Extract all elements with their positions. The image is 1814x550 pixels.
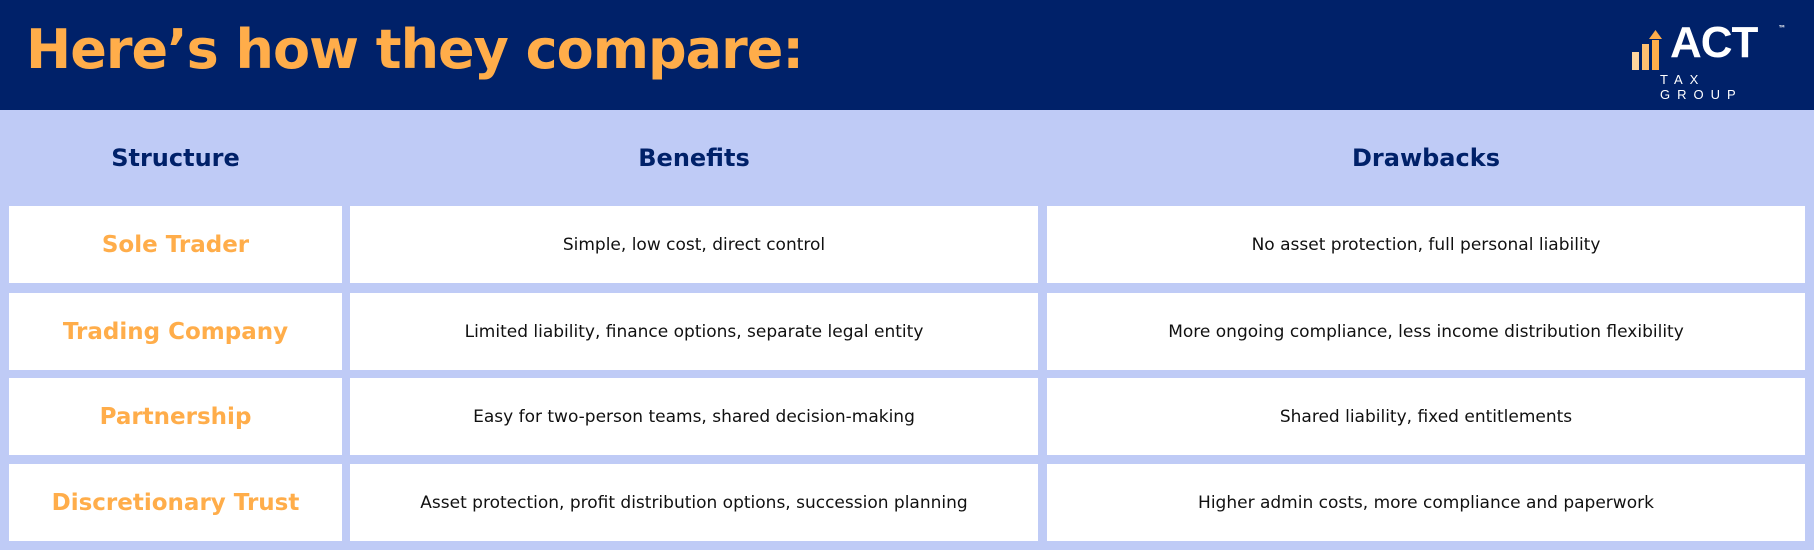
table-cell-benefits: Simple, low cost, direct control [350,206,1038,283]
act-tax-group-logo: ACT ™ TAX GROUP [1630,18,1790,102]
table-cell-drawbacks: Shared liability, fixed entitlements [1047,378,1805,455]
logo-text: ACT [1670,18,1758,67]
table-cell-structure: Sole Trader [9,206,342,283]
growth-bars-icon [1632,30,1662,70]
table-cell-structure: Trading Company [9,293,342,370]
column-header-benefits: Benefits [638,144,750,172]
table-cell-structure: Partnership [9,378,342,455]
table-cell-drawbacks: More ongoing compliance, less income dis… [1047,293,1805,370]
table-cell-benefits: Easy for two-person teams, shared decisi… [350,378,1038,455]
header-banner: Here’s how they compare: ACT ™ TAX GROUP [0,0,1814,110]
table-cell-drawbacks: Higher admin costs, more compliance and … [1047,464,1805,541]
table-cell-structure: Discretionary Trust [9,464,342,541]
logo-tagline: TAX GROUP [1660,72,1743,102]
table-cell-benefits: Limited liability, finance options, sepa… [350,293,1038,370]
table-cell-benefits: Asset protection, profit distribution op… [350,464,1038,541]
column-header-drawbacks: Drawbacks [1352,144,1500,172]
trademark: ™ [1778,24,1786,33]
page-title: Here’s how they compare: [26,18,804,81]
table-cell-drawbacks: No asset protection, full personal liabi… [1047,206,1805,283]
column-header-structure: Structure [111,144,240,172]
